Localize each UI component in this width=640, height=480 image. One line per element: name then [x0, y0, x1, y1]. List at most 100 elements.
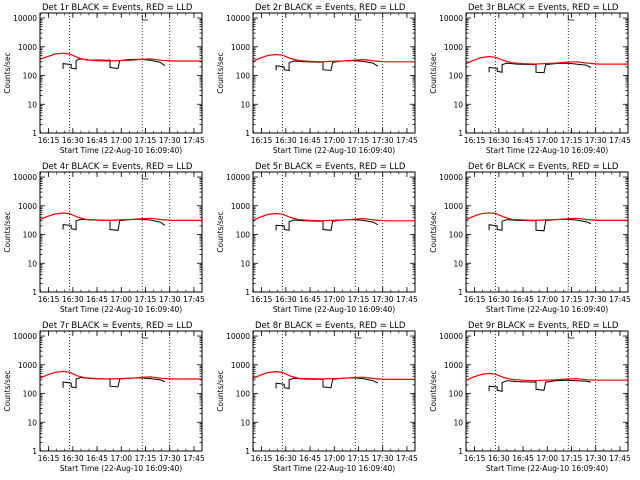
y-tick-label: 10 [27, 259, 37, 268]
interval-step-mark [567, 15, 575, 21]
plot-frame [252, 330, 416, 452]
x-axis-label: Start Time (22-Aug-10 16:09:40) [486, 146, 608, 155]
y-tick-label: 1000 [231, 361, 250, 370]
lld-series-line [466, 372, 628, 382]
y-tick-label: 10000 [226, 332, 250, 341]
x-tick-label: 16:15 [251, 295, 273, 304]
x-tick-label: 17:15 [135, 136, 157, 145]
x-tick-label: 16:15 [38, 136, 60, 145]
detector-panel: Det 6r BLACK = Events, RED = LLD 1 10 100 10… [429, 162, 631, 314]
x-tick-label: 17:30 [372, 295, 394, 304]
lld-series-line [40, 52, 202, 62]
y-tick-label: 10 [240, 259, 250, 268]
y-tick-label: 10000 [13, 14, 37, 23]
y-tick-label: 10000 [439, 173, 463, 182]
x-tick-label: 17:30 [585, 454, 607, 463]
y-tick-label: 100 [449, 390, 464, 399]
lld-series-line [40, 370, 202, 380]
y-tick-label: 1 [32, 288, 37, 297]
y-axis-label: Counts/sec [429, 211, 438, 252]
lld-series-line [466, 212, 628, 222]
y-tick-label: 1 [458, 447, 463, 456]
x-tick-label: 16:15 [464, 454, 486, 463]
y-tick-label: 10 [27, 418, 37, 427]
x-tick-label: 17:45 [183, 136, 205, 145]
panel-title: Det 7r BLACK = Events, RED = LLD [42, 321, 193, 331]
panel-title: Det 5r BLACK = Events, RED = LLD [255, 162, 406, 172]
x-tick-label: 17:15 [348, 295, 370, 304]
y-tick-label: 1 [32, 129, 37, 138]
x-axis-label: Start Time (22-Aug-10 16:09:40) [273, 464, 395, 473]
x-tick-label: 17:30 [159, 454, 181, 463]
x-axis-label: Start Time (22-Aug-10 16:09:40) [60, 146, 182, 155]
plot-frame [252, 171, 416, 293]
panel-title: Det 6r BLACK = Events, RED = LLD [468, 162, 619, 172]
x-tick-label: 16:45 [86, 136, 108, 145]
y-tick-label: 1000 [444, 43, 463, 52]
y-axis-label: Counts/sec [429, 52, 438, 93]
y-tick-label: 1000 [444, 202, 463, 211]
y-axis-label: Counts/sec [216, 52, 225, 93]
detector-panel: Det 7r BLACK = Events, RED = LLD 1 10 100 10… [3, 321, 205, 473]
interval-step-mark [141, 333, 149, 339]
interval-step-mark [567, 333, 575, 339]
panel-title: Det 9r BLACK = Events, RED = LLD [468, 321, 619, 331]
x-tick-label: 17:30 [585, 136, 607, 145]
y-tick-label: 10000 [226, 14, 250, 23]
interval-step-mark [354, 333, 362, 339]
x-tick-label: 17:00 [536, 136, 558, 145]
interval-step-mark [354, 15, 362, 21]
x-axis-label: Start Time (22-Aug-10 16:09:40) [486, 305, 608, 314]
interval-step-mark [141, 174, 149, 180]
x-tick-label: 17:00 [323, 454, 345, 463]
x-tick-label: 17:15 [561, 454, 583, 463]
x-tick-label: 17:00 [323, 136, 345, 145]
y-tick-label: 1 [245, 288, 250, 297]
x-tick-label: 17:00 [536, 454, 558, 463]
y-tick-label: 1000 [231, 202, 250, 211]
y-axis-label: Counts/sec [429, 370, 438, 411]
x-tick-label: 17:15 [561, 295, 583, 304]
x-tick-label: 17:00 [110, 295, 132, 304]
y-tick-label: 10000 [13, 332, 37, 341]
x-tick-label: 17:45 [396, 295, 418, 304]
plot-frame [39, 171, 203, 293]
detector-panel: Det 8r BLACK = Events, RED = LLD 1 10 100 10… [216, 321, 418, 473]
x-axis-label: Start Time (22-Aug-10 16:09:40) [60, 305, 182, 314]
panel-title: Det 4r BLACK = Events, RED = LLD [42, 162, 193, 172]
plot-frame [465, 330, 629, 452]
x-tick-label: 16:45 [512, 136, 534, 145]
x-tick-label: 16:30 [488, 295, 510, 304]
y-tick-label: 10 [240, 100, 250, 109]
interval-step-mark [354, 174, 362, 180]
lld-series-line [253, 212, 415, 222]
x-tick-label: 17:45 [396, 136, 418, 145]
x-tick-label: 17:15 [135, 454, 157, 463]
panel-title: Det 1r BLACK = Events, RED = LLD [42, 3, 193, 13]
y-tick-label: 100 [449, 231, 464, 240]
x-tick-label: 17:30 [585, 295, 607, 304]
x-tick-label: 17:15 [348, 136, 370, 145]
plot-frame [465, 12, 629, 134]
x-tick-label: 16:45 [86, 295, 108, 304]
x-tick-label: 16:30 [488, 454, 510, 463]
x-tick-label: 17:15 [561, 136, 583, 145]
x-tick-label: 17:45 [609, 295, 631, 304]
lld-series-line [466, 55, 628, 65]
y-tick-label: 100 [236, 72, 251, 81]
y-tick-label: 100 [449, 72, 464, 81]
y-tick-label: 1000 [444, 361, 463, 370]
x-tick-label: 17:00 [110, 136, 132, 145]
panel-title: Det 3r BLACK = Events, RED = LLD [468, 3, 619, 13]
x-tick-label: 16:45 [299, 136, 321, 145]
y-tick-label: 1 [458, 129, 463, 138]
plot-frame [39, 12, 203, 134]
detector-panel: Det 9r BLACK = Events, RED = LLD 1 10 100 10… [429, 321, 631, 473]
events-series-line [275, 219, 379, 231]
panel-title: Det 8r BLACK = Events, RED = LLD [255, 321, 406, 331]
x-tick-label: 17:45 [183, 295, 205, 304]
y-tick-label: 100 [23, 72, 38, 81]
x-tick-label: 17:00 [323, 295, 345, 304]
x-tick-label: 16:45 [86, 454, 108, 463]
